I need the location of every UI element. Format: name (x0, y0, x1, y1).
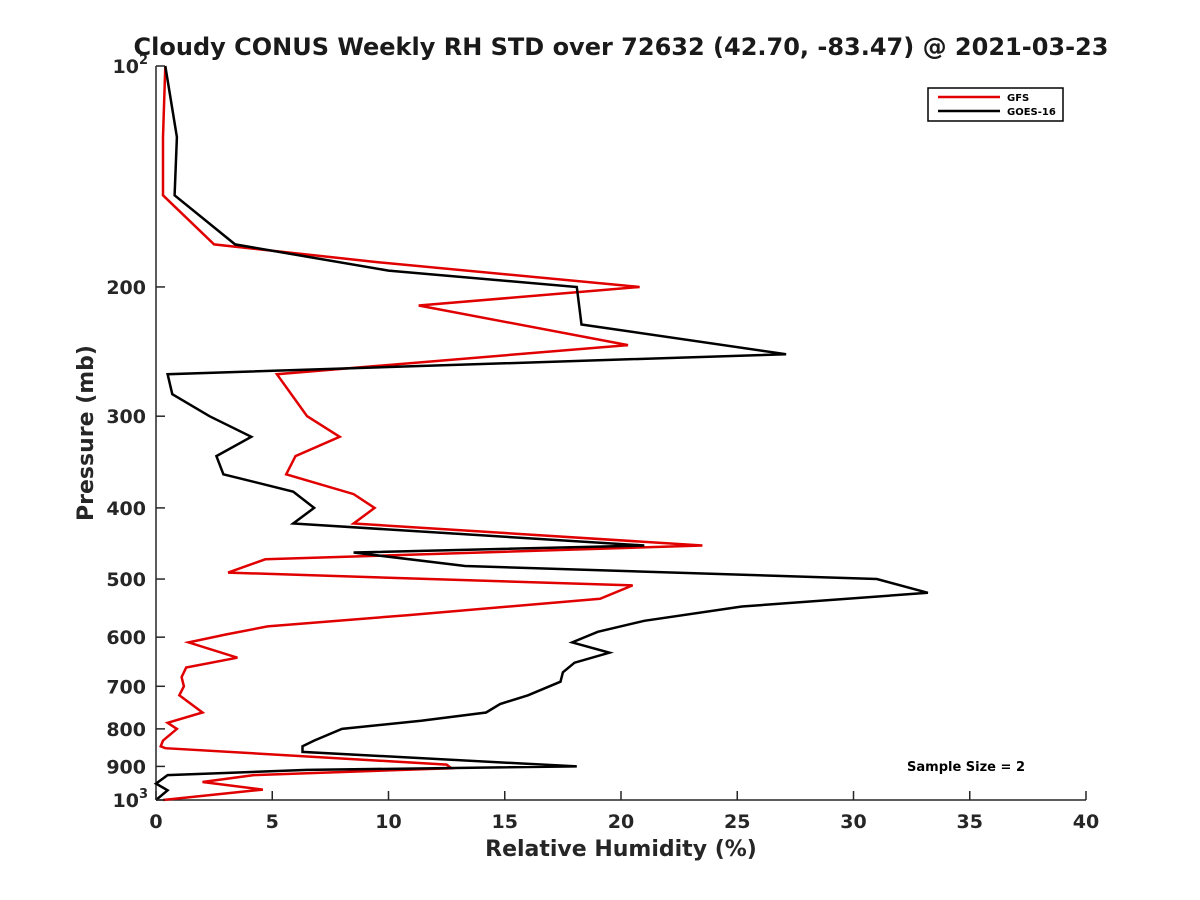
series-layer (153, 65, 929, 802)
x-tick-label: 35 (957, 811, 983, 833)
legend: GFS GOES-16 (927, 87, 1064, 122)
y-axis-ticks: 102 200 300 400 500 600 700 800 900 103 (106, 53, 165, 812)
x-tick-label: 30 (840, 811, 866, 833)
y-tick-label: 700 (106, 676, 146, 698)
chart-title: Cloudy CONUS Weekly RH STD over 72632 (4… (134, 33, 1109, 61)
sample-size-annotation: Sample Size = 2 (907, 760, 1025, 775)
x-tick-label: 25 (724, 811, 750, 833)
y-tick-label: 500 (106, 569, 146, 591)
x-tick-label: 15 (492, 811, 518, 833)
x-axis-label: Relative Humidity (%) (485, 837, 757, 862)
x-tick-label: 5 (266, 811, 279, 833)
x-tick-label: 20 (608, 811, 634, 833)
y-tick-label: 400 (106, 498, 146, 520)
x-axis-ticks: 0 5 10 15 20 25 30 35 40 (149, 791, 1099, 833)
x-tick-label: 0 (149, 811, 162, 833)
series-line-goes-16 (153, 65, 929, 801)
x-tick-label: 10 (375, 811, 401, 833)
x-tick-label: 40 (1073, 811, 1099, 833)
y-axis-label: Pressure (mb) (74, 345, 99, 521)
series-line-gfs (159, 65, 703, 802)
y-tick-label: 600 (106, 627, 146, 649)
y-tick-label: 102 (113, 53, 149, 78)
y-tick-label: 200 (106, 277, 146, 299)
y-tick-label: 300 (106, 406, 146, 428)
legend-box (927, 87, 1064, 122)
y-tick-label: 103 (113, 787, 149, 812)
legend-label-goes-16: GOES-16 (1007, 107, 1056, 118)
legend-label-gfs: GFS (1007, 93, 1029, 104)
y-tick-label: 900 (106, 756, 146, 778)
y-tick-label: 800 (106, 719, 146, 741)
